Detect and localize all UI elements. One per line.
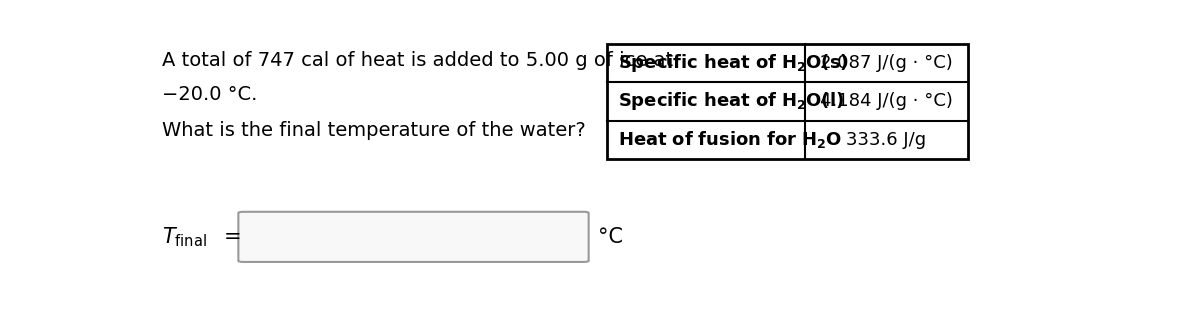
Text: °C: °C (598, 227, 623, 247)
Text: $\mathbf{Heat\ of\ fusion\ for\ H_2O}$: $\mathbf{Heat\ of\ fusion\ for\ H_2O}$ (618, 129, 842, 150)
FancyBboxPatch shape (239, 212, 589, 262)
Text: 2.087 J/(g · °C): 2.087 J/(g · °C) (820, 54, 953, 72)
Text: $\mathbf{Specific\ heat\ of\ H_2O(l)}$: $\mathbf{Specific\ heat\ of\ H_2O(l)}$ (618, 90, 845, 112)
Text: 333.6 J/g: 333.6 J/g (846, 131, 926, 149)
Text: =: = (223, 227, 241, 247)
Text: $\mathbf{Specific\ heat\ of\ H_2O(s)}$: $\mathbf{Specific\ heat\ of\ H_2O(s)}$ (618, 52, 848, 74)
Text: A total of 747 cal of heat is added to 5.00 g of ice at: A total of 747 cal of heat is added to 5… (162, 51, 673, 70)
Text: What is the final temperature of the water?: What is the final temperature of the wat… (162, 121, 586, 139)
Text: 4.184 J/(g · °C): 4.184 J/(g · °C) (820, 92, 953, 110)
Text: $T_{\rm final}$: $T_{\rm final}$ (162, 225, 206, 249)
Text: −20.0 °C.: −20.0 °C. (162, 85, 257, 104)
